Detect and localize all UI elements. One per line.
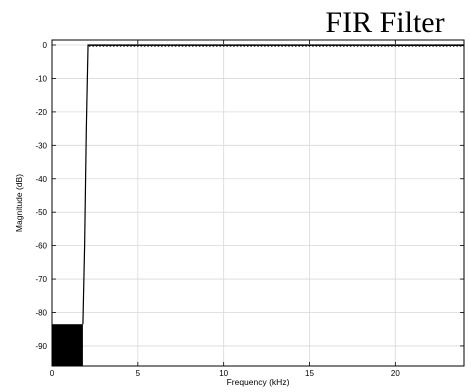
magnitude-response (52, 44, 465, 366)
x-axis-label: Frequency (kHz) (227, 377, 290, 387)
x-tick-label: 20 (391, 369, 400, 378)
y-tick-label: 0 (43, 41, 48, 50)
y-tick-label: -20 (35, 108, 47, 117)
y-tick-label: -80 (35, 309, 47, 318)
y-tick-label: -40 (35, 175, 47, 184)
x-tick-label: 15 (305, 369, 314, 378)
y-tick-label: -70 (35, 275, 47, 284)
y-tick-label: -10 (35, 74, 47, 83)
chart-title: FIR Filter (325, 6, 444, 39)
x-tick-label: 0 (50, 369, 55, 378)
y-tick-labels: 0 -10 -20 -30 -40 -50 -60 -70 -80 -90 (35, 41, 47, 351)
x-tick-label: 5 (136, 369, 141, 378)
y-tick-label: -90 (35, 342, 47, 351)
x-tick-labels: 0 5 10 15 20 (50, 369, 401, 378)
tick-marks (51, 40, 464, 366)
plot-area-frame (51, 39, 465, 367)
y-tick-label: -30 (35, 141, 47, 150)
passband-ripple (87, 44, 465, 47)
magnitude-curve (82, 44, 464, 325)
y-tick-label: -50 (35, 208, 47, 217)
grid-lines (52, 40, 464, 366)
x-tick-label: 10 (219, 369, 228, 378)
stopband-ripple-block (52, 324, 83, 366)
y-tick-label: -60 (35, 242, 47, 251)
y-axis-label: Magnitude (dB) (14, 174, 24, 232)
